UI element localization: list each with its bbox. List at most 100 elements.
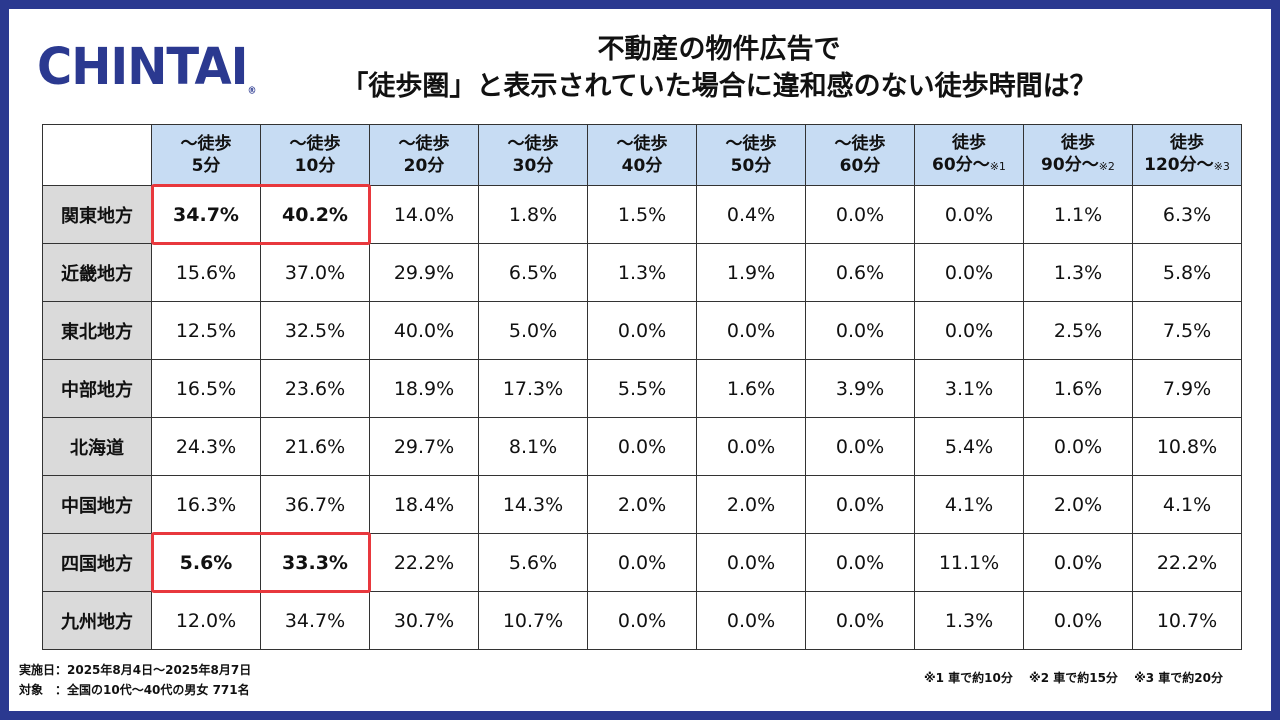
column-header-line1: 〜徒歩 [398, 134, 450, 154]
value-cell: 32.5% [260, 301, 370, 360]
value-cell: 29.7% [369, 417, 479, 476]
column-header: 徒歩 120分〜※3 [1132, 124, 1242, 186]
column-header-line1: 〜徒歩 [834, 134, 886, 154]
value-cell: 0.6% [805, 243, 915, 302]
column-header: 徒歩 90分〜※2 [1023, 124, 1133, 186]
slide: CHINTAI® 不動産の物件広告で 「徒歩圏」と表示されていた場合に違和感のな… [9, 9, 1271, 711]
value-cell: 2.0% [1023, 475, 1133, 534]
value-cell: 1.3% [587, 243, 697, 302]
region-label: 九州地方 [42, 591, 152, 650]
value-cell: 2.0% [696, 475, 806, 534]
value-cell: 12.5% [151, 301, 261, 360]
value-cell: 5.0% [478, 301, 588, 360]
column-header-line2: 120分〜※3 [1134, 154, 1241, 178]
value-cell: 36.7% [260, 475, 370, 534]
value-cell: 6.3% [1132, 185, 1242, 244]
column-header-duration: 60分 [839, 156, 881, 176]
value-cell: 40.2% [260, 185, 370, 244]
column-header: 〜徒歩 5分 [151, 124, 261, 186]
value-cell: 0.0% [696, 301, 806, 360]
value-cell: 10.7% [1132, 591, 1242, 650]
value-cell: 24.3% [151, 417, 261, 476]
value-cell: 5.6% [151, 533, 261, 592]
survey-target: 対象 ：全国の10代〜40代の男女 771名 [19, 683, 250, 697]
value-cell: 7.5% [1132, 301, 1242, 360]
column-header-duration: 50分 [730, 156, 772, 176]
chintai-logo: CHINTAI® [37, 37, 257, 97]
table-row: 近畿地方 15.6% 37.0% 29.9% 6.5% 1.3% 1.9% 0.6% 0.0% 1… [42, 243, 1242, 302]
value-cell: 1.9% [696, 243, 806, 302]
title-line-2: 「徒歩圏」と表示されていた場合に違和感のない徒歩時間は？ [341, 71, 1097, 102]
value-cell: 1.5% [587, 185, 697, 244]
column-header-line2: 30分 [480, 155, 587, 177]
value-cell: 4.1% [914, 475, 1024, 534]
column-header-line2: 5分 [153, 155, 260, 177]
value-cell: 6.5% [478, 243, 588, 302]
value-cell: 22.2% [1132, 533, 1242, 592]
data-table: 〜徒歩 5分 〜徒歩 10分 〜徒歩 20分 〜徒歩 30分 〜徒歩 40分 〜徒歩 50分 〜徒歩 60… [42, 124, 1242, 650]
value-cell: 17.3% [478, 359, 588, 418]
column-header-line2: 60分〜※1 [916, 154, 1023, 178]
column-header-duration: 30分 [512, 156, 554, 176]
value-cell: 5.4% [914, 417, 1024, 476]
column-header-line2: 60分 [807, 155, 914, 177]
table-row: 九州地方 12.0% 34.7% 30.7% 10.7% 0.0% 0.0% 0.0% 1.3%… [42, 591, 1242, 650]
region-label: 東北地方 [42, 301, 152, 360]
column-header-line2: 10分 [262, 155, 369, 177]
value-cell: 0.0% [914, 185, 1024, 244]
column-header-line2: 40分 [589, 155, 696, 177]
value-cell: 30.7% [369, 591, 479, 650]
column-header-line1: 徒歩 [1170, 133, 1204, 153]
column-footnote-mark: ※2 [1098, 160, 1115, 173]
value-cell: 14.3% [478, 475, 588, 534]
column-footnote-mark: ※3 [1213, 160, 1230, 173]
value-cell: 0.0% [805, 301, 915, 360]
column-header-duration: 40分 [621, 156, 663, 176]
value-cell: 0.0% [587, 533, 697, 592]
value-cell: 5.5% [587, 359, 697, 418]
value-cell: 1.1% [1023, 185, 1133, 244]
value-cell: 0.0% [1023, 417, 1133, 476]
survey-period: 実施日：2025年8月4日〜2025年8月7日 [19, 663, 252, 677]
value-cell: 12.0% [151, 591, 261, 650]
survey-info: 実施日：2025年8月4日〜2025年8月7日 対象 ：全国の10代〜40代の男… [19, 660, 251, 700]
value-cell: 0.0% [805, 417, 915, 476]
value-cell: 10.7% [478, 591, 588, 650]
value-cell: 7.9% [1132, 359, 1242, 418]
value-cell: 34.7% [151, 185, 261, 244]
column-header-line1: 〜徒歩 [725, 134, 777, 154]
value-cell: 0.0% [914, 301, 1024, 360]
value-cell: 0.0% [696, 591, 806, 650]
region-label: 近畿地方 [42, 243, 152, 302]
value-cell: 37.0% [260, 243, 370, 302]
title-line-1: 不動産の物件広告で [597, 34, 841, 65]
value-cell: 11.1% [914, 533, 1024, 592]
column-header: 〜徒歩 40分 [587, 124, 697, 186]
value-cell: 0.0% [805, 591, 915, 650]
column-header: 徒歩 60分〜※1 [914, 124, 1024, 186]
value-cell: 5.6% [478, 533, 588, 592]
value-cell: 40.0% [369, 301, 479, 360]
column-header-line1: 徒歩 [952, 133, 986, 153]
region-label: 北海道 [42, 417, 152, 476]
column-header-duration: 20分 [403, 156, 445, 176]
table-row: 関東地方 34.7% 40.2% 14.0% 1.8% 1.5% 0.4% 0.0% 0.0% 1… [42, 185, 1242, 244]
column-header-duration: 5分 [191, 156, 221, 176]
region-label: 中部地方 [42, 359, 152, 418]
value-cell: 33.3% [260, 533, 370, 592]
value-cell: 16.3% [151, 475, 261, 534]
value-cell: 23.6% [260, 359, 370, 418]
value-cell: 15.6% [151, 243, 261, 302]
value-cell: 1.6% [1023, 359, 1133, 418]
column-header-duration: 120分〜 [1144, 155, 1214, 175]
value-cell: 5.8% [1132, 243, 1242, 302]
value-cell: 0.0% [805, 185, 915, 244]
value-cell: 0.4% [696, 185, 806, 244]
column-header-duration: 60分〜 [932, 155, 990, 175]
table-row: 東北地方 12.5% 32.5% 40.0% 5.0% 0.0% 0.0% 0.0% 0.0% 2… [42, 301, 1242, 360]
region-label: 四国地方 [42, 533, 152, 592]
column-header-line1: 〜徒歩 [180, 134, 232, 154]
value-cell: 0.0% [587, 591, 697, 650]
value-cell: 16.5% [151, 359, 261, 418]
footnotes: ※1 車で約10分 ※2 車で約15分 ※3 車で約20分 [923, 671, 1223, 685]
